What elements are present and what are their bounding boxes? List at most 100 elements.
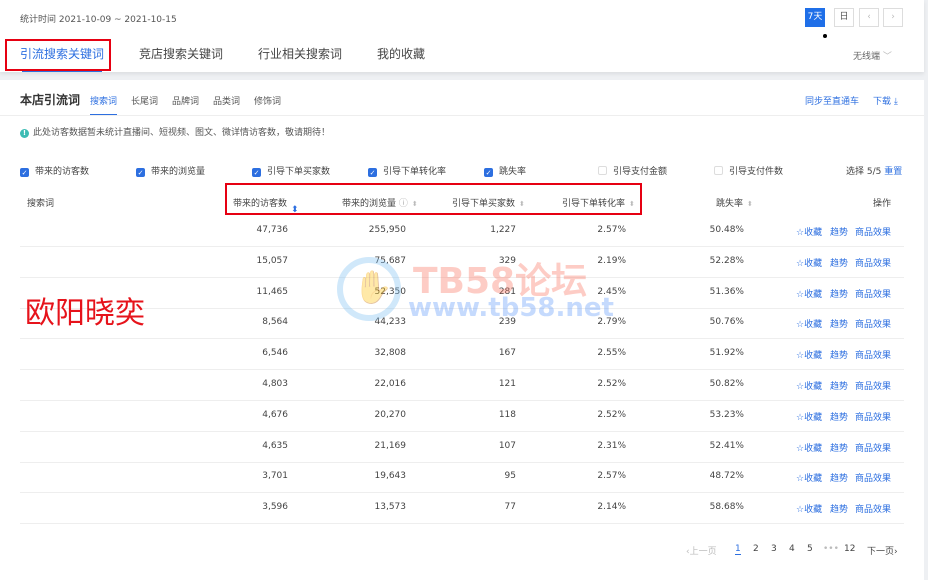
- checkbox-icon: ✓: [252, 168, 261, 177]
- chevron-left-icon[interactable]: ‹: [859, 8, 879, 27]
- metric-cell: 20,270: [374, 409, 407, 420]
- metric-cell: 2.79%: [597, 317, 626, 328]
- hand-icon: ✋: [353, 268, 393, 306]
- product-effect-button[interactable]: 商品效果: [855, 228, 892, 238]
- selection-count-text: 选择 5/5: [846, 167, 882, 177]
- product-effect-button[interactable]: 商品效果: [855, 505, 892, 516]
- next-page-button[interactable]: 下一页›: [867, 547, 898, 557]
- download-button[interactable]: 下载 ⤓: [873, 94, 898, 107]
- favorite-button[interactable]: ☆收藏: [796, 289, 823, 300]
- metric-cell: 21,169: [374, 440, 407, 451]
- metric-checkbox[interactable]: ✓ 引导下单转化率: [368, 164, 446, 177]
- metric-cell: 48.72%: [709, 471, 744, 482]
- metric-cell: 51.36%: [709, 286, 744, 297]
- table-row: 47,736 255,950 1,227 2.57% 50.48% ☆收藏 趋势 商品效果: [20, 216, 904, 247]
- tab-favorites[interactable]: 我的收藏: [377, 47, 426, 61]
- col-conversion[interactable]: 引导下单转化率 ⬍: [562, 196, 635, 209]
- favorite-button[interactable]: ☆收藏: [796, 351, 823, 362]
- page-5[interactable]: •••: [823, 544, 839, 554]
- metric-checkbox[interactable]: ✓ 带来的访客数: [20, 164, 89, 177]
- subtab-category[interactable]: 品类词: [213, 97, 241, 107]
- metric-cell: 2.45%: [597, 286, 626, 297]
- tab-traffic-keywords[interactable]: 引流搜索关键词: [20, 47, 105, 61]
- product-effect-button[interactable]: 商品效果: [855, 258, 892, 269]
- favorite-button[interactable]: ☆收藏: [796, 228, 823, 238]
- subtab-modifier[interactable]: 修饰词: [254, 97, 282, 107]
- metric-label: 引导支付金额: [613, 167, 668, 177]
- favorite-button[interactable]: ☆收藏: [796, 474, 823, 485]
- product-effect-button[interactable]: 商品效果: [855, 351, 892, 362]
- product-effect-button[interactable]: 商品效果: [855, 474, 892, 485]
- col-pageviews[interactable]: 带来的浏览量 ⓘ ⬍: [342, 196, 418, 209]
- product-effect-button[interactable]: 商品效果: [855, 412, 892, 423]
- reset-button[interactable]: 重置: [884, 167, 903, 177]
- favorite-button[interactable]: ☆收藏: [796, 505, 823, 516]
- sync-button[interactable]: 同步至直通车: [805, 97, 860, 107]
- active-tab-indicator: [22, 70, 102, 72]
- subtab-brand[interactable]: 品牌词: [172, 97, 200, 107]
- metric-cell: 19,643: [374, 471, 407, 482]
- page-1[interactable]: 2: [753, 544, 759, 554]
- subtab-search[interactable]: 搜索词: [90, 97, 118, 107]
- metric-checkbox[interactable]: ✓ 引导下单买家数: [252, 164, 330, 177]
- metric-cell: 8,564: [262, 317, 288, 328]
- product-effect-button[interactable]: 商品效果: [855, 289, 892, 300]
- col-buyers[interactable]: 引导下单买家数 ⬍: [452, 196, 525, 209]
- trend-button[interactable]: 趋势: [830, 505, 849, 516]
- trend-button[interactable]: 趋势: [830, 382, 849, 392]
- device-select[interactable]: 无线端 ﹀: [853, 49, 892, 62]
- page-3[interactable]: 4: [789, 544, 795, 554]
- period-7day-button[interactable]: 7天: [805, 8, 825, 27]
- checkbox-icon: ✓: [484, 168, 493, 177]
- metric-cell: 50.82%: [709, 379, 744, 389]
- metric-checkbox[interactable]: 引导支付件数: [714, 164, 783, 177]
- period-day-button[interactable]: 日: [834, 8, 854, 27]
- table-row: 15,057 75,687 329 2.19% 52.28% ☆收藏 趋势 商品效果: [20, 247, 904, 278]
- favorite-button[interactable]: ☆收藏: [796, 382, 823, 392]
- watermark-url: www.tb58.net: [408, 293, 614, 323]
- trend-button[interactable]: 趋势: [830, 258, 849, 269]
- trend-button[interactable]: 趋势: [830, 412, 849, 423]
- metric-cell: 2.52%: [597, 409, 626, 420]
- page-0[interactable]: 1: [735, 544, 741, 555]
- tab-industry-keywords[interactable]: 行业相关搜索词: [258, 47, 343, 61]
- col-visitors[interactable]: 带来的访客数 ⬍: [233, 196, 299, 215]
- product-effect-button[interactable]: 商品效果: [855, 443, 892, 454]
- favorite-button[interactable]: ☆收藏: [796, 443, 823, 454]
- checkbox-icon: ✓: [20, 168, 29, 177]
- metric-cell: 11,465: [256, 286, 289, 297]
- product-effect-button[interactable]: 商品效果: [855, 320, 892, 331]
- tab-competitor-keywords[interactable]: 竞店搜索关键词: [139, 47, 224, 61]
- metric-cell: 4,635: [262, 440, 288, 451]
- metric-cell: 4,676: [262, 409, 288, 420]
- table-row: 8,564 44,233 239 2.79% 50.76% ☆收藏 趋势 商品效果: [20, 308, 904, 340]
- metric-cell: 2.55%: [597, 348, 626, 359]
- metric-cell: 107: [498, 440, 516, 451]
- product-effect-button[interactable]: 商品效果: [855, 382, 892, 392]
- notice-text: 此处访客数据暂未统计直播间、短视频、图文、微详情访客数，敬请期待！: [33, 128, 331, 138]
- trend-button[interactable]: 趋势: [830, 228, 849, 238]
- page-6[interactable]: 12: [844, 544, 856, 554]
- trend-button[interactable]: 趋势: [830, 351, 849, 362]
- prev-page-button[interactable]: ‹上一页: [686, 547, 717, 557]
- table-row: 6,546 32,808 167 2.55% 51.92% ☆收藏 趋势 商品效果: [20, 339, 904, 371]
- page-4[interactable]: 5: [807, 544, 813, 554]
- chevron-right-icon[interactable]: ›: [883, 8, 903, 27]
- metric-checkbox[interactable]: ✓ 带来的浏览量: [136, 164, 205, 177]
- trend-button[interactable]: 趋势: [830, 443, 849, 454]
- metric-cell: 3,596: [262, 502, 288, 513]
- subtab-longtail[interactable]: 长尾词: [131, 97, 159, 107]
- page-2[interactable]: 3: [771, 544, 777, 554]
- metric-cell: 32,808: [374, 348, 407, 359]
- favorite-button[interactable]: ☆收藏: [796, 320, 823, 331]
- trend-button[interactable]: 趋势: [830, 474, 849, 485]
- trend-button[interactable]: 趋势: [830, 320, 849, 331]
- favorite-button[interactable]: ☆收藏: [796, 412, 823, 423]
- col-bounce[interactable]: 跳失率 ⬍: [716, 196, 753, 209]
- trend-button[interactable]: 趋势: [830, 289, 849, 300]
- highlight-box: [225, 183, 642, 215]
- favorite-button[interactable]: ☆收藏: [796, 258, 823, 269]
- device-select-value: 无线端: [853, 52, 881, 62]
- metric-checkbox[interactable]: 引导支付金额: [598, 164, 667, 177]
- metric-checkbox[interactable]: ✓ 跳失率: [484, 164, 526, 177]
